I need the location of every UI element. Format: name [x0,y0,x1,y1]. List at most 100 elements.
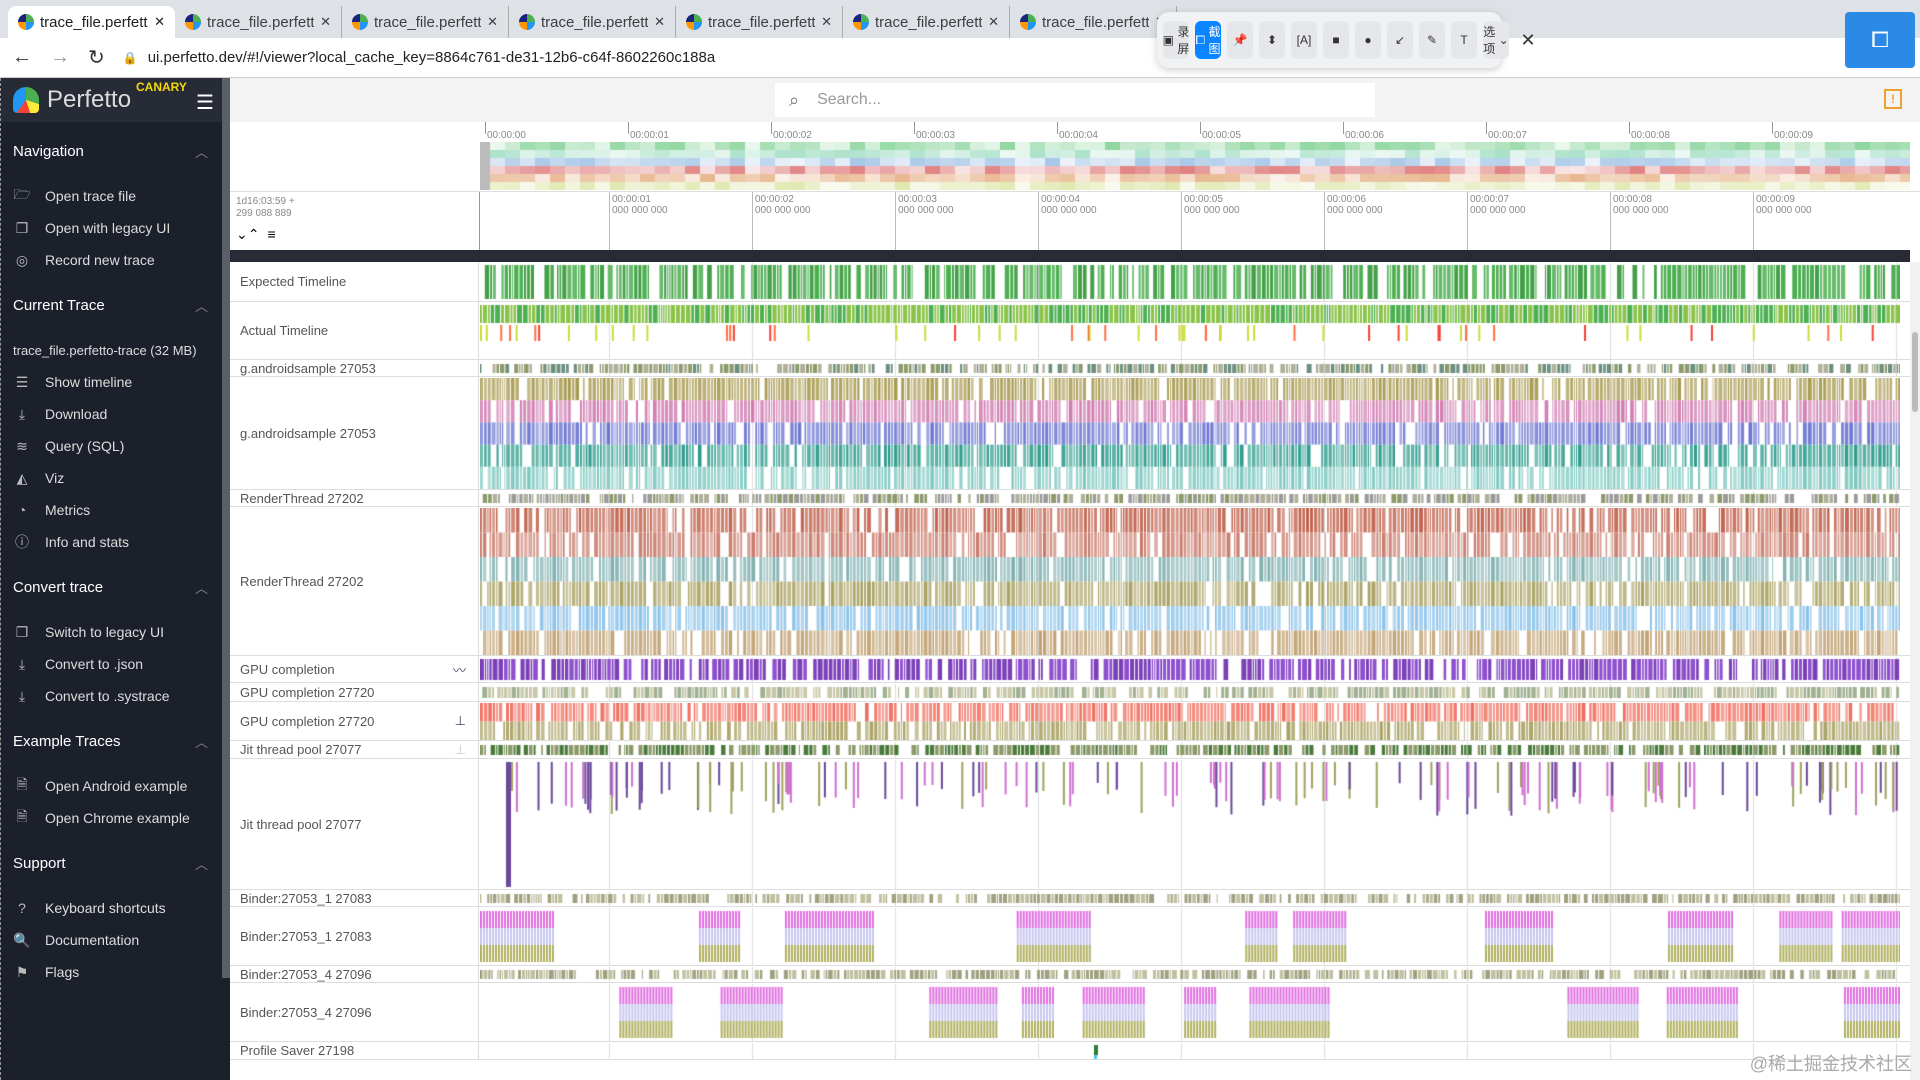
overview-timeline[interactable]: 00:00:00 00:00:01 00:00:02 00:00:03 00:00:04… [230,122,1920,192]
sidebar-item[interactable]: ◔ Metrics [1,494,230,526]
track-shell[interactable]: Binder:27053_4 27096 [230,966,479,982]
section-header[interactable]: Example Traces ︿ [13,732,208,750]
search-input[interactable]: ⌕ Search... [775,83,1375,117]
sidebar-item[interactable]: ≋ Query (SQL) [1,430,230,462]
track-shell[interactable]: Jit thread pool 27077 [230,759,479,889]
crop-icon[interactable]: ⧠ [1845,12,1915,68]
track-shell[interactable]: g.androidsample 27053 [230,360,479,376]
pin-outline-icon[interactable]: ⊥ [454,741,466,757]
track-shell[interactable]: Jit thread pool 27077 ⊥ [230,741,479,758]
track-shell[interactable]: Binder:27053_1 27083 [230,890,479,906]
browser-tab[interactable]: trace_file.perfetto-trace✕ [509,6,676,38]
sidebar-scrollbar[interactable] [222,78,230,978]
sidebar-item[interactable]: ⤓ Convert to .json [1,648,230,680]
notes-panel[interactable] [230,250,1910,262]
close-tab-icon[interactable]: ✕ [487,14,498,29]
overview-heatmap[interactable] [480,142,1910,190]
pin-icon[interactable]: 📌 [1227,21,1253,59]
sidebar-item[interactable]: 🗎 Open Android example [1,770,230,802]
track[interactable]: Actual Timeline [230,302,1910,360]
close-tab-icon[interactable]: ✕ [988,14,999,29]
pin-icon[interactable]: ⊥ [454,713,466,728]
rectangle-icon[interactable]: ■ [1323,21,1349,59]
track-content[interactable] [480,361,1900,376]
track[interactable]: Jit thread pool 27077 ⊥ [230,741,1910,759]
track-shell[interactable]: GPU completion 27720 ⊥ [230,702,479,740]
alert-icon[interactable]: ! [1884,89,1902,109]
filter-tracks-icon[interactable]: ≡ [267,226,276,242]
ocr-icon[interactable]: [A] [1291,21,1317,59]
collapse-expand-icon[interactable]: ⌄⌃ [236,226,260,242]
track-content[interactable] [480,908,1900,965]
track[interactable]: Binder:27053_4 27096 [230,983,1910,1042]
track-content[interactable] [480,491,1900,506]
track-shell[interactable]: GPU completion 27720 [230,683,479,701]
track-shell[interactable]: GPU completion 〰 [230,656,479,682]
browser-tab[interactable]: trace_file.perfetto-trace✕ [676,6,843,38]
track[interactable]: Profile Saver 27198 [230,1042,1910,1060]
browser-tab[interactable]: trace_file.perfetto-trace✕ [342,6,509,38]
sidebar-item[interactable]: 🔍 Documentation [13,931,140,949]
track[interactable]: Binder:27053_1 27083 [230,907,1910,966]
track-shell[interactable]: Profile Saver 27198 [230,1042,479,1059]
time-ruler[interactable]: 1d16:03:59 +299 088 889 ⌄⌃ ≡ 00:00:01 000 … [230,192,1920,250]
sidebar-item[interactable]: ◎ Record new trace [1,244,230,276]
chevron-up-icon[interactable]: ︿ [194,856,208,872]
arrow-icon[interactable]: ↙ [1387,21,1413,59]
chevron-up-icon[interactable]: ︿ [194,298,208,314]
hamburger-menu-icon[interactable]: ☰ [196,92,214,114]
track-content[interactable] [480,263,1900,301]
pen-icon[interactable]: ✎ [1419,21,1445,59]
track[interactable]: GPU completion 27720 ⊥ [230,702,1910,741]
circle-icon[interactable]: ● [1355,21,1381,59]
track[interactable]: Expected Timeline [230,262,1910,302]
section-header[interactable]: Support ︿ [13,854,208,872]
track-content[interactable] [480,891,1900,906]
track[interactable]: Jit thread pool 27077 [230,759,1910,890]
track-content[interactable] [480,657,1900,682]
sidebar-item[interactable]: ⤓ Convert to .systrace [1,680,230,712]
track-scrollbar[interactable] [1910,262,1920,1080]
sidebar-item[interactable]: ❐ Open with legacy UI [1,212,230,244]
track-content[interactable] [480,684,1900,701]
chart-icon[interactable]: 〰 [452,662,466,678]
track[interactable]: RenderThread 27202 [230,490,1910,507]
close-tab-icon[interactable]: ✕ [320,14,331,29]
record-screen-button[interactable]: ▣ 录屏 [1163,21,1189,59]
sidebar-item[interactable]: ? Keyboard shortcuts [1,892,230,924]
close-icon[interactable]: ✕ [1520,29,1536,50]
track-content[interactable] [480,760,1900,889]
text-icon[interactable]: T [1451,21,1477,59]
track-content[interactable] [480,1043,1900,1059]
chevron-up-icon[interactable]: ︿ [194,144,208,160]
close-tab-icon[interactable]: ✕ [154,14,165,29]
track-content[interactable] [480,303,1900,359]
track-shell[interactable]: RenderThread 27202 [230,490,479,506]
back-icon[interactable]: ← [12,46,32,68]
section-header[interactable]: Current Trace ︿ [13,296,208,314]
browser-tab[interactable]: trace_file.perfetto-trace✕ [8,6,175,38]
sidebar-item[interactable]: ◭ Viz [1,462,230,494]
sidebar-item[interactable]: ⓘ Info and stats [15,534,130,550]
screenshot-button[interactable]: ⧠ 截图 [1195,21,1221,59]
track-content[interactable] [480,967,1900,982]
track-shell[interactable]: RenderThread 27202 [230,507,479,655]
track-shell[interactable]: Expected Timeline [230,262,479,301]
track-shell[interactable]: Binder:27053_1 27083 [230,907,479,965]
track-content[interactable] [480,703,1900,740]
chevron-up-icon[interactable]: ︿ [194,580,208,596]
forward-icon[interactable]: → [50,46,70,68]
track-content[interactable] [480,378,1900,489]
sidebar-item[interactable]: ❐ Switch to legacy UI [1,616,230,648]
url-field[interactable]: ui.perfetto.dev/#!/viewer?local_cache_ke… [147,49,716,66]
track[interactable]: g.androidsample 27053 [230,377,1910,490]
scroll-capture-icon[interactable]: ⬍ [1259,21,1285,59]
options-dropdown[interactable]: 选项 ⌄ [1483,21,1509,59]
track[interactable]: GPU completion 〰 [230,656,1910,683]
browser-tab[interactable]: trace_file.perfetto-trace✕ [1010,6,1177,38]
sidebar-item[interactable]: ⚑ Flags [1,956,230,988]
track[interactable]: GPU completion 27720 [230,683,1910,702]
section-header[interactable]: Navigation ︿ [13,142,208,160]
sidebar-item[interactable]: 🗁 Open trace file [1,180,230,212]
browser-tab[interactable]: trace_file.perfetto-trace✕ [843,6,1010,38]
